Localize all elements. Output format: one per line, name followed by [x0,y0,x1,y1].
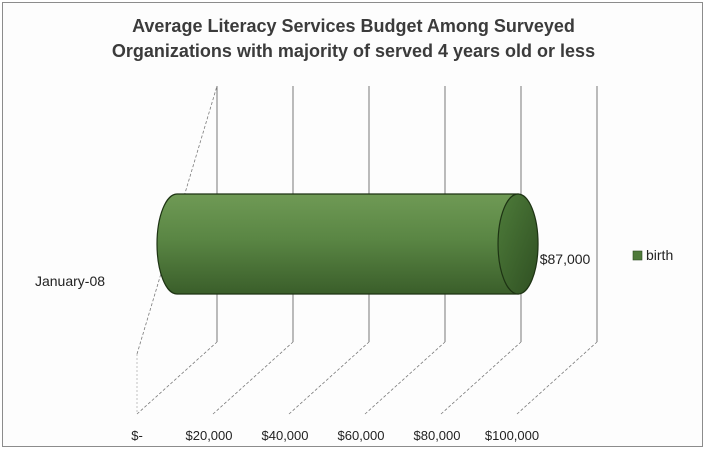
x-tick-label: $- [131,428,143,443]
side-wall-edge [136,85,218,355]
floor-gridline [364,341,446,415]
floor-gridline [516,341,598,415]
floor-gridline [440,341,522,415]
x-tick-label: $20,000 [186,428,233,443]
floor-gridline [212,341,294,415]
chart-title-line-1: Average Literacy Services Budget Among S… [132,16,575,36]
bar-body [156,193,519,295]
legend-label: birth [646,247,673,263]
x-tick-label: $80,000 [414,428,461,443]
bars [156,193,539,295]
labels: $87,000 January-08 $- $20,000 $40,000 $60,000… [35,251,591,443]
floor-gridline [136,341,218,415]
bar-end-cap [497,193,539,295]
floor-gridline [288,341,370,415]
bar [156,193,539,295]
chart-title-line-2: Organizations with majority of served 4 … [111,41,596,61]
data-label: $87,000 [540,251,591,267]
category-label: January-08 [35,273,105,289]
x-tick-label: $40,000 [262,428,309,443]
chart-title: Average Literacy Services Budget Among S… [0,14,707,64]
legend-swatch [632,250,643,261]
x-tick-label: $60,000 [338,428,385,443]
legend: birth [632,247,673,263]
x-tick-label: $100,000 [485,428,539,443]
